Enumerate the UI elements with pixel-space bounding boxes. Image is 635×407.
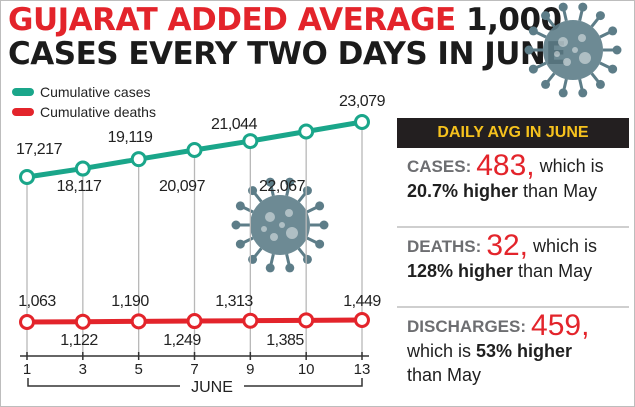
point-deaths [298,312,315,329]
legend-label-cases: Cumulative cases [40,84,151,100]
x-tick-label: 10 [298,361,315,378]
stat-discharges-tail: than May [407,365,482,385]
data-label-cases: 22,067 [259,178,306,195]
headline-line-1: GUJARAT ADDED AVERAGE 1,000 [8,2,562,38]
point-cases [354,114,370,130]
x-tick-label: 7 [190,361,198,378]
data-label-cases: 20,097 [159,178,206,195]
stat-cases-text: which is [534,156,604,176]
data-label-cases: 21,044 [211,116,258,133]
legend-label-deaths: Cumulative deaths [40,104,156,120]
stat-discharges-label: DISCHARGES: [407,317,527,336]
stat-cases: CASES: 483, which is 20.7% higher than M… [407,151,625,203]
daily-average-panel: DAILY AVG IN JUNE CASES: 483, which is 2… [397,118,629,400]
data-label-cases: 23,079 [339,93,386,110]
data-label-deaths: 1,449 [343,293,381,310]
point-cases [242,133,259,150]
data-label-cases: 17,217 [16,141,63,158]
point-deaths [186,313,203,330]
data-label-cases: 18,117 [57,178,102,195]
x-tick-label: 1 [23,361,31,378]
point-deaths [242,312,259,329]
point-deaths [130,313,147,330]
stat-cases-value: 483, [476,149,535,182]
stat-discharges-bold: 53% higher [476,341,573,361]
x-tick-label: 13 [354,361,371,378]
panel-heading: DAILY AVG IN JUNE [397,118,629,148]
x-tick-label: 3 [79,361,87,378]
stat-discharges-text: which is [407,341,477,361]
headline-red-text: GUJARAT ADDED AVERAGE [8,2,456,38]
stat-discharges-value: 459, [531,309,590,342]
point-cases [130,151,147,168]
x-tick-label: 5 [134,361,142,378]
stat-cases-bold: 20.7% higher [407,181,519,201]
line-chart: 1 3 5 7 9 10 13JUNE17,21718,11719,11920,09721,… [16,93,386,396]
stat-cases-tail: than May [518,181,598,201]
data-label-cases: 19,119 [108,129,153,146]
stat-discharges: DISCHARGES: 459, which is 53% higher tha… [407,311,625,387]
point-deaths [19,314,35,330]
coronavirus-icon [524,2,622,98]
legend-cases: Cumulative cases [12,84,151,100]
coronavirus-icon [231,177,329,273]
stat-cases-label: CASES: [407,157,472,176]
legend-deaths: Cumulative deaths [12,104,156,120]
legend-swatch-deaths [12,108,34,116]
month-bracket-right [244,378,363,387]
stat-deaths: DEATHS: 32, which is 128% higher than Ma… [407,231,625,283]
data-label-deaths: 1,313 [215,293,253,310]
point-cases [186,141,203,158]
data-label-deaths: 1,122 [60,332,98,349]
x-axis-title: JUNE [191,379,233,396]
point-deaths [74,313,91,330]
data-label-deaths: 1,385 [266,332,304,349]
x-tick-label: 9 [246,361,254,378]
panel-divider [397,306,629,308]
point-cases [298,123,315,140]
data-label-deaths: 1,249 [163,332,201,349]
stat-deaths-value: 32, [486,229,529,262]
stat-deaths-text: which is [528,236,598,256]
point-cases [19,169,35,185]
stat-deaths-label: DEATHS: [407,237,482,256]
data-label-deaths: 1,190 [111,293,149,310]
panel-divider [397,226,629,228]
legend-swatch-cases [12,88,34,96]
headline-line-2: CASES EVERY TWO DAYS IN JUNE [8,36,567,72]
month-bracket-left [27,378,180,387]
point-cases [74,160,91,177]
data-label-deaths: 1,063 [18,293,56,310]
stat-deaths-bold: 128% higher [407,261,514,281]
point-deaths [354,312,370,328]
stat-deaths-tail: than May [513,261,593,281]
